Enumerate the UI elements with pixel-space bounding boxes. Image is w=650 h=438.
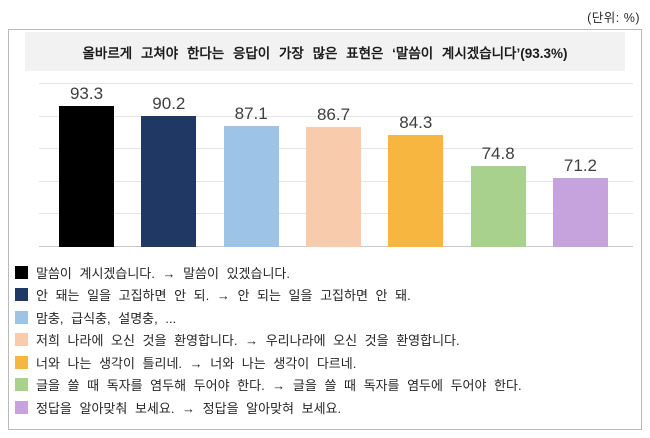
bar <box>470 166 526 247</box>
bar-value-label: 86.7 <box>316 105 351 125</box>
legend-swatch <box>15 400 28 414</box>
legend-item: 너와 나는 생각이 틀리네. → 너와 나는 생각이 다르네. <box>15 351 635 374</box>
legend-item: 말씀이 계시겠습니다. → 말씀이 있겠습니다. <box>15 261 635 284</box>
bar-value-label: 93.3 <box>69 83 104 103</box>
bar <box>552 177 608 247</box>
plot-area: 93.3 90.2 87.1 86.7 84.3 74.8 71.2 <box>39 83 633 247</box>
legend-label: 안 돼는 일을 고집하면 안 되. → 안 되는 일을 고집하면 안 돼. <box>36 288 411 304</box>
bar-slot: 84.3 <box>388 84 444 247</box>
bar-slot: 71.2 <box>552 84 608 247</box>
bar-value-label: 90.2 <box>152 93 186 113</box>
legend-item: 글을 쓸 때 독자를 염두해 두어야 한다. → 글을 쓸 때 독자를 염두에 … <box>15 374 635 397</box>
bar <box>59 105 114 247</box>
legend-item: 정답을 알아맞춰 보세요. → 정답을 알아맞혀 보세요. <box>15 396 635 419</box>
bar <box>141 115 197 247</box>
legend-swatch <box>15 355 28 369</box>
gridline-90 <box>39 115 633 117</box>
chart-title-band: 올바르게 고쳐야 한다는 응답이 가장 많은 표현은 ‘말씀이 계시겠습니다’(… <box>25 32 625 71</box>
legend-swatch <box>15 288 28 302</box>
legend-swatch <box>15 265 28 279</box>
legend-label: 정답을 알아맞춰 보세요. → 정답을 알아맞혀 보세요. <box>36 400 342 416</box>
bar-value-label: 71.2 <box>563 155 598 175</box>
bar-slot: 90.2 <box>141 84 197 247</box>
bar <box>388 135 444 247</box>
bar-slot: 93.3 <box>59 84 114 247</box>
legend-swatch <box>15 378 28 392</box>
gridline-100 <box>39 83 633 84</box>
legend-label: 말씀이 계시겠습니다. → 말씀이 있겠습니다. <box>36 265 290 281</box>
legend-swatch <box>15 333 28 347</box>
legend-label: 너와 나는 생각이 틀리네. → 너와 나는 생각이 다르네. <box>36 355 357 371</box>
legend-item: 저희 나라에 오신 것을 환영합니다. → 우리나라에 오신 것을 환영합니다. <box>15 329 635 352</box>
legend: 말씀이 계시겠습니다. → 말씀이 있겠습니다. 안 돼는 일을 고집하면 안 되… <box>15 261 635 419</box>
bar-slot: 87.1 <box>223 84 279 247</box>
legend-item: 안 돼는 일을 고집하면 안 되. → 안 되는 일을 고집하면 안 돼. <box>15 284 635 307</box>
unit-label: (단위: %) <box>587 11 640 25</box>
legend-label: 맘충, 급식충, 설명충, ... <box>36 310 177 326</box>
legend-label: 저희 나라에 오신 것을 환영합니다. → 우리나라에 오신 것을 환영합니다. <box>36 333 460 349</box>
chart-title: 올바르게 고쳐야 한다는 응답이 가장 많은 표현은 ‘말씀이 계시겠습니다’(… <box>82 45 568 61</box>
legend-label: 글을 쓸 때 독자를 염두해 두어야 한다. → 글을 쓸 때 독자를 염두에 … <box>36 378 522 394</box>
bar <box>305 127 361 247</box>
bar-slot: 86.7 <box>305 84 361 247</box>
bar-value-label: 84.3 <box>399 113 433 133</box>
bar-value-label: 74.8 <box>481 144 515 164</box>
bar-slot: 74.8 <box>470 84 526 247</box>
bar <box>223 126 279 247</box>
legend-item: 맘충, 급식충, 설명충, ... <box>15 306 635 329</box>
chart-box: 올바르게 고쳐야 한다는 응답이 가장 많은 표현은 ‘말씀이 계시겠습니다’(… <box>8 29 642 430</box>
bar-value-label: 87.1 <box>234 104 268 124</box>
legend-swatch <box>15 310 28 324</box>
